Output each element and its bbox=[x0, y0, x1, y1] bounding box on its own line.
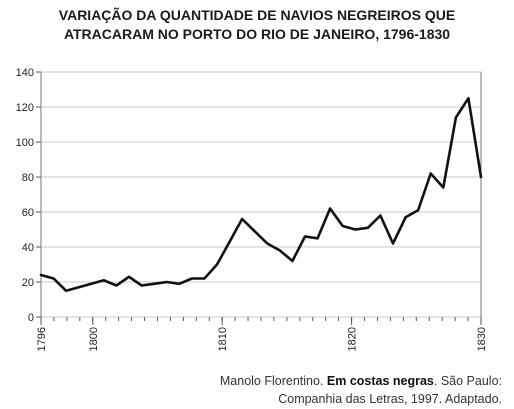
chart-title-line-2: ATRACARAM NO PORTO DO RIO DE JANEIRO, 17… bbox=[63, 26, 451, 42]
y-tick-label: 60 bbox=[22, 207, 34, 219]
x-tick-label: 1800 bbox=[88, 327, 100, 351]
line-chart: 0 20 40 60 80 100 120 140 1796 1800 1810 1820 1830 bbox=[16, 67, 488, 351]
y-tick-label: 20 bbox=[22, 277, 34, 289]
source-line-2: Companhia das Letras, 1997. Adaptado. bbox=[278, 392, 502, 406]
source-book-title: Em costas negras bbox=[326, 374, 434, 388]
source-line-1: Manolo Florentino. Em costas negras. São… bbox=[220, 372, 502, 390]
y-tick-label: 120 bbox=[16, 102, 34, 114]
series-line bbox=[39, 97, 483, 293]
y-tick-label: 140 bbox=[16, 67, 34, 79]
source-credit: Manolo Florentino. Em costas negras. São… bbox=[220, 372, 502, 408]
source-place: . São Paulo: bbox=[433, 374, 502, 388]
y-tick-label: 100 bbox=[16, 137, 34, 149]
x-tick-label: 1830 bbox=[476, 327, 488, 351]
x-axis-ticks: 1796 1800 1810 1820 1830 bbox=[36, 317, 488, 351]
series-group bbox=[39, 97, 483, 293]
y-tick-label: 0 bbox=[28, 312, 34, 324]
y-tick-label: 80 bbox=[22, 172, 34, 184]
chart-title: VARIAÇÃO DA QUANTIDADE DE NAVIOS NEGREIR… bbox=[0, 6, 514, 44]
source-author: Manolo Florentino. bbox=[219, 374, 327, 388]
x-tick-label: 1820 bbox=[347, 327, 359, 351]
chart-title-line-1: VARIAÇÃO DA QUANTIDADE DE NAVIOS NEGREIR… bbox=[58, 7, 456, 23]
x-tick-label: 1796 bbox=[36, 327, 48, 351]
y-axis-ticks: 0 20 40 60 80 100 120 140 bbox=[16, 67, 41, 324]
y-tick-label: 40 bbox=[22, 242, 34, 254]
x-tick-label: 1810 bbox=[217, 327, 229, 351]
